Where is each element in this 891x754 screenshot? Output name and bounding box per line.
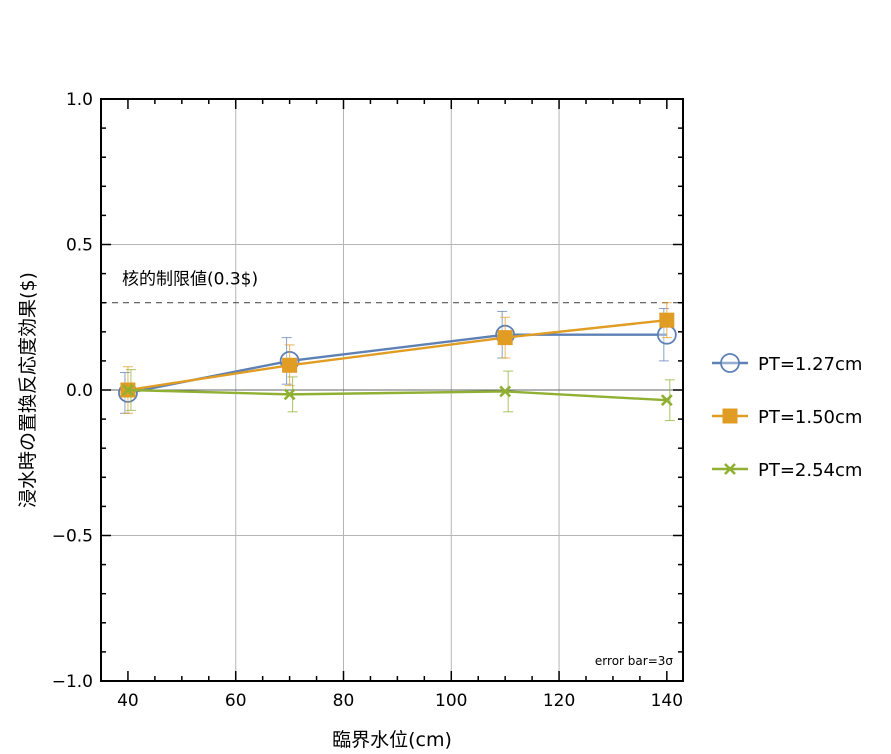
data-point (499, 385, 512, 398)
axis-ticks (101, 98, 683, 682)
data-point (660, 394, 673, 407)
series-2 (122, 369, 675, 422)
series-0 (118, 308, 677, 414)
x-tick-label: 60 (225, 691, 247, 711)
x-axis-tick-labels: 40 60 80 100 120 140 (117, 691, 683, 711)
legend-swatch-marker (724, 463, 736, 475)
y-axis-title: 浸水時の置換反応度効果($) (17, 272, 39, 508)
error-bar-note: error bar=3σ (595, 654, 673, 668)
series-line (127, 388, 667, 402)
legend-item: PT=2.54cm (712, 460, 862, 481)
legend-label: PT=1.50cm (758, 407, 862, 428)
x-tick-label: 120 (543, 691, 575, 711)
x-tick-label: 40 (117, 691, 139, 711)
y-tick-label: −0.5 (52, 527, 93, 547)
legend-item: PT=1.50cm (712, 407, 862, 428)
x-tick-label: 100 (435, 691, 467, 711)
series-line (127, 333, 667, 395)
y-tick-label: 1.0 (66, 90, 93, 110)
data-point (497, 330, 513, 346)
reference-line-label: 核的制限値(0.3$) (122, 270, 258, 290)
y-axis-tick-labels: −1.0 −0.5 0.0 0.5 1.0 (52, 90, 93, 692)
y-tick-label: −1.0 (52, 672, 93, 692)
data-point (282, 357, 298, 373)
series-layer (118, 302, 677, 422)
y-tick-label: 0.0 (66, 381, 93, 401)
data-point (659, 312, 675, 328)
legend: PT=1.27cm PT=1.50cm PT=2.54cm (712, 353, 862, 481)
legend-label: PT=2.54cm (758, 460, 862, 481)
legend-label: PT=1.27cm (758, 354, 862, 375)
data-point (122, 384, 134, 396)
legend-item: PT=1.27cm (712, 353, 862, 375)
data-point (283, 388, 296, 401)
legend-swatch-marker (720, 353, 740, 373)
legend-swatch-marker (722, 408, 738, 424)
x-axis-title: 臨界水位(cm) (332, 729, 452, 751)
series-line (127, 318, 667, 392)
x-tick-label: 140 (651, 691, 683, 711)
y-tick-label: 0.5 (66, 236, 93, 256)
gridlines (101, 99, 683, 681)
x-tick-label: 80 (333, 691, 355, 711)
